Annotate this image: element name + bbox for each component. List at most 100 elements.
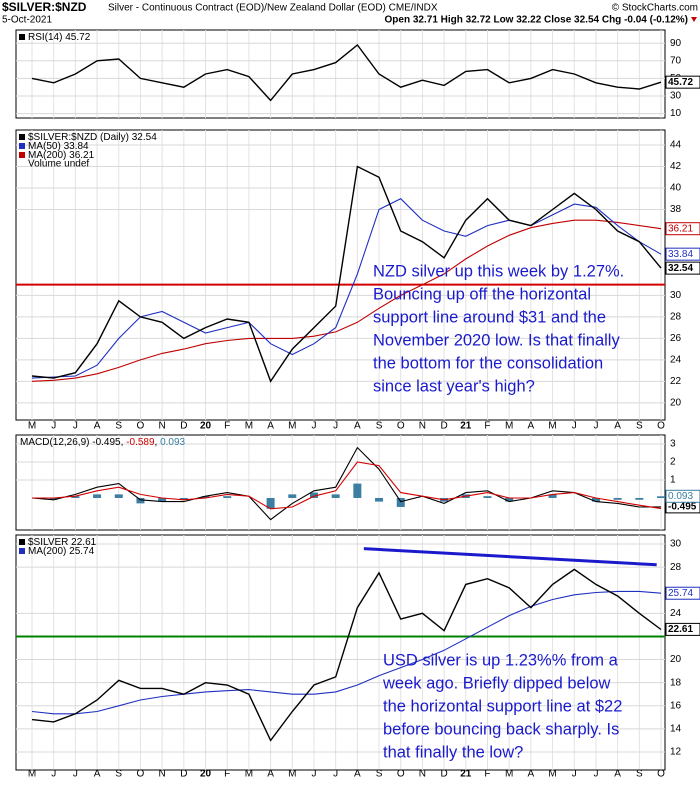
annotation-line: the bottom for the consolidation [373,354,603,372]
panel-frame [15,29,666,119]
legend-value: -0.589 [126,437,155,448]
value-tag [665,247,700,261]
x-tick-label: J [73,769,78,780]
legend-swatch [19,539,25,545]
y-tick-label: 22 [670,376,682,387]
legend-value: 25.74 [69,546,94,557]
x-tick-label: A [94,421,101,432]
panel-frame [15,534,666,771]
x-tick-label: O [397,769,405,780]
x-tick-label: 20 [200,769,212,780]
histogram-bar [309,492,318,498]
value-tag-label: 45.72 [668,77,693,88]
legend-value: 32.54 [132,132,157,143]
x-tick-label: D [440,421,447,432]
x-tick-label: M [28,769,36,780]
histogram-bar [71,496,80,498]
y-tick-label: 28 [670,312,682,323]
histogram-bar [114,494,123,498]
histogram-bar [591,497,600,502]
histogram-bar [657,496,666,498]
legend-name: $SILVER [28,537,68,548]
y-tick-label: 16 [670,700,682,711]
x-tick-label: A [354,769,361,780]
description: Silver - Continuous Contract (EOD)/New Z… [108,3,438,14]
x-tick-label: A [528,421,535,432]
legend-entry: $SILVER 22.61 [28,537,97,548]
annotation-line: NZD silver up this week by 1.27%. [373,262,624,280]
x-tick-label: O [397,421,405,432]
legend-name: MA(200) [28,546,66,557]
x-tick-label: M [548,769,556,780]
series-line [32,461,662,510]
value-tag [665,261,700,275]
histogram-bar [93,494,102,498]
y-tick-label: 18 [670,677,682,688]
x-tick-label: A [267,769,274,780]
value-tag [665,75,700,89]
x-tick-label: O [657,769,665,780]
y-tick-label: 20 [670,397,682,408]
x-tick-label: O [657,421,665,432]
annotation-line: week ago. Briefly dipped below [382,674,611,692]
legend-sep: , [121,437,127,448]
x-tick-label: 21 [460,421,472,432]
y-tick-label: 1 [670,475,676,486]
x-tick-label: M [548,421,556,432]
y-tick-label: 40 [670,183,682,194]
legend-name: RSI(14) [28,32,62,43]
x-tick-label: S [636,421,643,432]
y-tick-label: 2 [670,457,676,468]
x-tick-label: A [354,421,361,432]
legend-swatch [19,548,25,554]
series-line [31,198,662,379]
annotation-line: Bouncing up off the horizontal [373,285,591,303]
histogram-bar [635,497,644,500]
annotation-line: USD silver is up 1.23%% from a [383,651,619,669]
value-tag-label: 36.21 [668,223,693,234]
value-tag-label: 22.61 [668,624,693,635]
histogram-bar [375,497,384,502]
x-tick-label: A [614,769,621,780]
legend-note: Volume undef [28,159,89,170]
x-tick-label: D [180,769,187,780]
x-tick-label: M [245,769,253,780]
legend-title: MACD(12,26,9) -0.495, -0.589, 0.093 [20,437,186,448]
histogram-bar [353,483,362,498]
copyright: © StockCharts.com [612,3,698,14]
x-tick-label: 21 [460,769,472,780]
x-tick-label: S [636,769,643,780]
value-tag [665,222,700,236]
legend-swatch [19,143,25,149]
x-tick-label: J [572,421,577,432]
legend-swatch [19,134,25,140]
x-tick-label: M [288,421,296,432]
x-tick-label: J [333,421,338,432]
x-tick-label: M [245,421,253,432]
x-tick-label: S [115,421,122,432]
x-tick-label: A [267,421,274,432]
x-tick-label: A [94,769,101,780]
x-tick-label: J [51,421,56,432]
series-line [31,43,662,102]
x-tick-label: M [505,769,513,780]
x-tick-label: F [484,769,490,780]
histogram-bar [49,497,58,500]
legend-name: MA(200) [28,150,66,161]
x-tick-label: 20 [200,421,212,432]
x-tick-label: J [311,421,316,432]
legend-entry: MA(50) 33.84 [28,141,89,152]
symbol: $SILVER:$NZD [2,0,87,14]
x-tick-label: F [224,421,230,432]
legend-value: -0.495 [92,437,121,448]
x-tick-label: F [484,421,490,432]
value-tag [665,489,700,503]
legend-value: 22.61 [71,537,96,548]
histogram-bar [223,496,232,498]
legend-swatch [19,152,25,158]
legend-value: 33.84 [64,141,89,152]
y-tick-label: 38 [670,204,682,215]
annotation-line: November 2020 low. Is that finally [373,331,620,349]
annotation-line: the horizontal support line at $22 [383,697,622,715]
histogram-bar [505,497,514,502]
